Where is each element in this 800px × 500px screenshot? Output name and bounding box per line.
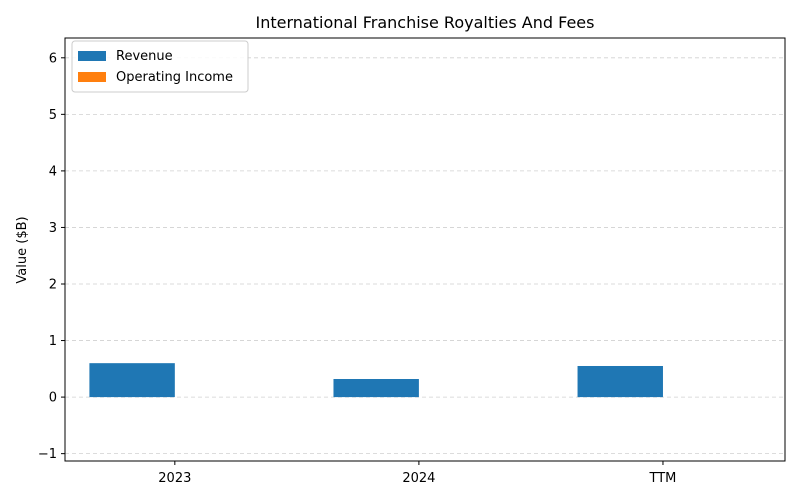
x-axis: 2023 2024 TTM: [158, 461, 676, 486]
legend-swatch-revenue: [78, 51, 106, 61]
plot-frame: [64, 37, 786, 462]
x-tick-label: 2024: [402, 471, 435, 486]
y-tick-label: 0: [49, 391, 57, 406]
y-tick-label: 6: [49, 51, 57, 66]
bar-revenue-ttm: [577, 365, 663, 398]
legend-swatch-operating-income: [78, 72, 106, 82]
y-tick-label: 2: [49, 277, 57, 292]
x-tick-label: TTM: [649, 471, 677, 486]
legend-box: [71, 40, 249, 93]
y-axis: −1 0 1 2 3 4 5 6: [38, 51, 65, 462]
gridlines: [65, 57, 785, 455]
legend-label-revenue: Revenue: [116, 49, 173, 64]
y-tick-label: 4: [49, 164, 57, 179]
legend-label-operating-income: Operating Income: [116, 70, 233, 85]
bars: [89, 363, 663, 398]
x-tick-label: 2023: [158, 471, 191, 486]
y-axis-label: Value ($B): [15, 216, 30, 283]
y-tick-label: 5: [49, 108, 57, 123]
bar-revenue-2023: [89, 363, 175, 398]
chart-title: International Franchise Royalties And Fe…: [256, 13, 595, 32]
bar-revenue-2024: [333, 379, 419, 398]
y-tick-label: 3: [49, 221, 57, 236]
y-tick-label: 1: [49, 334, 57, 349]
y-tick-label: −1: [38, 447, 57, 462]
legend: Revenue Operating Income: [71, 40, 249, 93]
